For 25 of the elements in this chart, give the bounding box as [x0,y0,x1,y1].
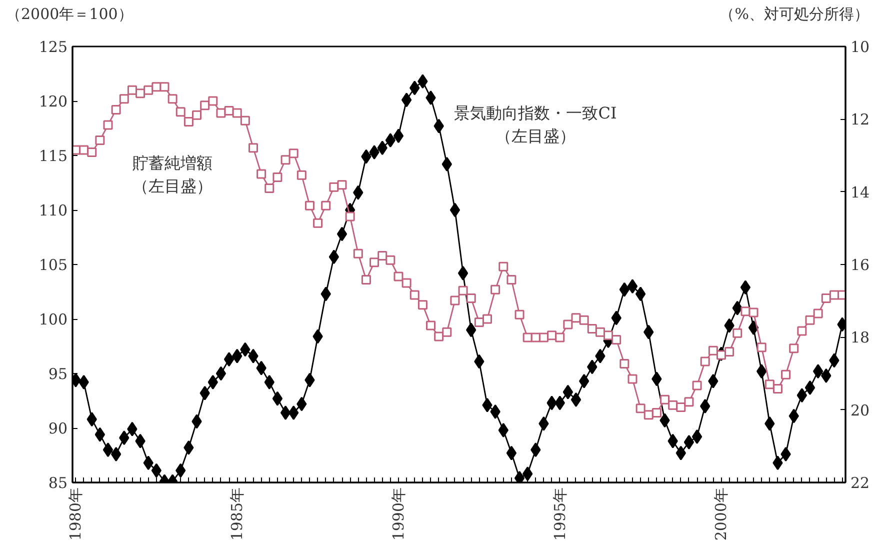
y-tick-label: 115 [38,147,68,165]
y-tick-label: 105 [38,256,68,274]
y-axis-title: （2000年＝100） [6,4,133,25]
y2-tick-label: 10 [850,38,870,56]
y-tick-label: 85 [48,474,68,492]
y2-tick-label: 18 [850,328,870,347]
series-label: 景気動向指数・一致CI（左目盛） [454,104,617,146]
y-tick-label: 120 [38,92,68,110]
y2-tick-label: 12 [850,110,870,129]
y-tick-label: 125 [38,38,68,56]
y2-tick-label: 22 [850,474,870,492]
x-tick-label: 1980年 [66,487,85,541]
y-tick-label: 90 [48,420,68,438]
y2-axis-title: （%、対可処分所得） [720,4,869,25]
x-tick-label: 1990年 [389,487,408,541]
x-tick-label: 2000年 [712,487,730,541]
x-tick-label: 1995年 [550,487,569,541]
y2-tick-label: 14 [850,183,870,202]
y-tick-label: 95 [48,365,68,383]
y2-tick-label: 20 [850,401,870,420]
y2-tick-label: 16 [850,256,870,274]
y-tick-label: 110 [38,202,68,220]
x-tick-label: 1985年 [228,487,246,541]
y-tick-label: 100 [38,310,68,328]
series-label: 貯蓄純増額（左目盛） [132,154,212,196]
